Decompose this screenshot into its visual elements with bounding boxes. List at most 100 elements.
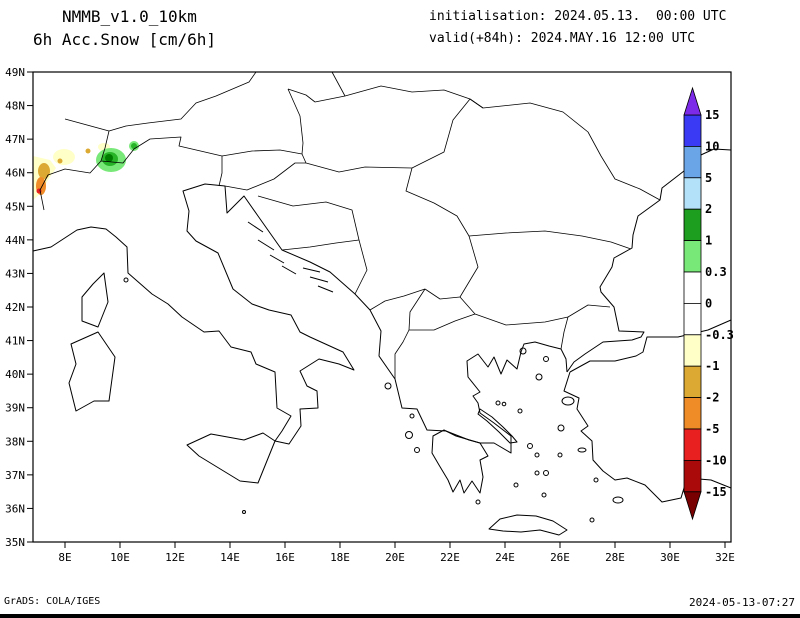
island-sporades [495,400,501,406]
border-greece-turkey [560,316,569,350]
island-chios [557,424,565,432]
colorbar-segment [683,145,702,179]
island-tinos [534,452,540,458]
valid-time-label: valid(+84h): 2024.MAY.16 12:00 UTC [429,31,696,46]
model-title: NMMB_v1.0_10km [62,7,197,26]
coast-marmara-blacksea [566,148,732,373]
lat-tick-label: 40N [5,368,25,381]
island-euboea [477,408,518,444]
border-austria-slovakia [287,88,316,103]
lat-tick-label: 37N [5,469,25,482]
lat-tick-label: 48N [5,100,25,113]
colorbar-segment [683,459,702,493]
lat-tick-label: 49N [5,66,25,79]
border-montenegro-bosnia [354,239,368,295]
product-title: 6h Acc.Snow [cm/6h] [33,30,217,49]
country-borders [39,71,661,379]
border-swiss-austria [100,130,110,162]
border-austria-slovenia [221,149,303,157]
border-albania-north [369,288,426,311]
colorbar-segment [683,271,702,304]
border-austria-east [287,88,307,164]
colorbar-label: 0.3 [705,265,727,279]
island-sporades [501,401,507,407]
coast-italy [32,183,355,445]
colorbar-label: 2 [705,202,712,216]
lon-tick-label: 18E [330,551,350,564]
border-romania-ukraine-moldova [469,98,661,201]
border-slovakia-hungary-ukraine [314,85,484,109]
bottom-edge-bar [0,614,800,618]
snow-patch-green [131,143,137,149]
snow-patch-gold-dot [57,158,63,164]
island-corfu [384,382,392,390]
lon-tick-label: 10E [110,551,130,564]
init-time-label: initialisation: 2024.05.13. 00:00 UTC [429,9,727,24]
border-alps-north-italy [39,136,223,211]
snow-patch-gold-dot [85,148,91,154]
island-karpathos [589,517,595,523]
grads-credit: GrADS: COLA/IGES [4,596,101,607]
snow-patch-gold [38,163,50,179]
island-kos [593,477,599,483]
island-elba [123,277,129,283]
border-croatia-bosnia [257,195,360,241]
border-kosovo-macedonia [424,288,461,300]
lat-tick-label: 36N [5,502,25,515]
colorbar-segment [683,208,702,241]
island-lemnos [535,373,543,381]
border-serbia-bulgaria-greece-turkey [459,235,611,326]
border-serbia-romania-bulgaria [405,167,632,250]
island-sardinia [68,331,116,412]
island-samos [577,447,587,453]
colorbar-arrow-bottom [683,491,702,521]
border-hungary-south-romania [305,98,471,173]
axis-labels: 49N 48N 47N 46N 45N 44N 43N 42N 41N 40N 39N 38N 37N 3… [5,66,735,564]
colorbar-label: 5 [705,171,712,185]
island-kefalonia [405,431,413,439]
lat-tick-label: 43N [5,267,25,280]
snow-patch-pale-yellow [53,149,75,165]
island-lesbos [561,396,575,406]
lon-tick-label: 32E [715,551,735,564]
island-sicily [186,432,276,484]
colorbar-arrow-top [683,86,702,116]
border-swiss-german-austrian [64,71,257,132]
lon-tick-label: 26E [550,551,570,564]
island-rhodes [612,496,624,504]
colorbar-segment [683,177,702,210]
lat-tick-label: 39N [5,402,25,415]
island-malta [242,510,246,514]
island-zakynthos [414,447,420,453]
island-corsica [81,272,109,328]
colorbar-label: -0.3 [705,328,734,342]
colorbar-label: -10 [705,453,727,467]
colorbar: 15 10 5 2 1 0.3 0 -0.3 -1 -2 -5 -10 -15 [683,86,734,521]
island-naxos [543,470,549,476]
map-frame [32,71,732,543]
lon-tick-label: 14E [220,551,240,564]
lat-tick-label: 41N [5,335,25,348]
border-czech-slovakia [331,71,346,97]
lon-tick-label: 24E [495,551,515,564]
island-thasos [519,347,527,355]
creation-timestamp: 2024-05-13-07:27 [689,596,795,609]
island-crete [488,514,568,536]
colorbar-segment [683,428,702,461]
colorbar-label: 10 [705,139,719,153]
island-santorini [541,492,547,498]
colorbar-segment [683,240,702,273]
colorbar-label: -15 [705,485,727,499]
colorbar-label: 15 [705,108,719,122]
lon-tick-label: 16E [275,551,295,564]
island-lefkada [409,413,415,419]
island-ikaria [557,452,563,458]
lon-tick-label: 28E [605,551,625,564]
lat-tick-label: 42N [5,301,25,314]
lon-tick-label: 30E [660,551,680,564]
island-paros [534,470,540,476]
lat-tick-label: 35N [5,536,25,549]
coastlines [32,148,732,536]
lon-tick-label: 20E [385,551,405,564]
